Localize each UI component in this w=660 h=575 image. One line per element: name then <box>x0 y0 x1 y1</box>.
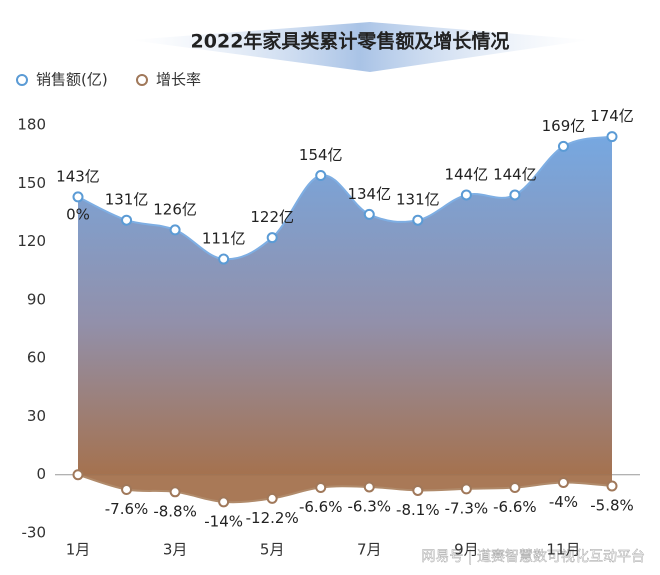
legend-label: 销售额(亿) <box>36 71 108 89</box>
value-label: 111亿 <box>202 230 246 248</box>
point <box>363 208 375 220</box>
value-label: -6.6% <box>493 498 537 516</box>
value-label: 143亿 <box>56 167 100 185</box>
point <box>121 483 133 495</box>
area <box>78 136 612 475</box>
value-label: 122亿 <box>250 208 294 226</box>
y-tick-label: 60 <box>27 349 46 367</box>
point <box>606 480 618 492</box>
y-tick-label: -30 <box>22 524 47 542</box>
y-tick-label: 120 <box>17 232 46 250</box>
x-tick-label: 9月 <box>454 541 479 559</box>
value-label: -7.6% <box>105 500 149 518</box>
x-tick-label: 11月 <box>546 541 580 559</box>
x-tick-label: 3月 <box>163 541 188 559</box>
value-label: 131亿 <box>396 191 440 209</box>
value-label: -6.6% <box>299 498 343 516</box>
point <box>72 469 84 481</box>
value-label: -6.3% <box>348 497 392 515</box>
point <box>606 131 618 143</box>
point <box>169 486 181 498</box>
point <box>315 170 327 182</box>
point <box>72 191 84 203</box>
chart-title: 2022年家具类累计零售额及增长情况 <box>191 30 510 53</box>
value-label: -8.8% <box>153 502 197 520</box>
y-tick-label: 0 <box>36 465 46 483</box>
value-label: 174亿 <box>590 107 634 125</box>
x-tick-label: 7月 <box>357 541 382 559</box>
value-label: -12.2% <box>246 509 299 527</box>
legend-marker <box>136 74 148 86</box>
point <box>218 496 230 508</box>
watermark: 网易号 | 道赛智慧数可视化互动平台 <box>421 549 645 565</box>
point <box>557 476 569 488</box>
y-tick-label: 30 <box>27 407 46 425</box>
value-label: 134亿 <box>347 185 391 203</box>
point <box>509 189 521 201</box>
value-label: -5.8% <box>590 496 634 514</box>
x-tick-label: 1月 <box>66 541 91 559</box>
point <box>169 224 181 236</box>
value-label: 144亿 <box>445 165 489 183</box>
legend: 销售额(亿) 增长率 <box>16 71 201 89</box>
point <box>557 140 569 152</box>
area <box>78 474 612 503</box>
value-label: 0% <box>66 206 90 224</box>
point <box>121 214 133 226</box>
point <box>266 232 278 244</box>
point <box>460 189 472 201</box>
legend-label: 增长率 <box>156 71 201 89</box>
value-label: -7.3% <box>445 499 489 517</box>
point <box>266 492 278 504</box>
value-label: 154亿 <box>299 146 343 164</box>
point <box>460 483 472 495</box>
point <box>412 484 424 496</box>
point <box>218 253 230 265</box>
value-label: -8.1% <box>396 501 440 519</box>
point <box>315 482 327 494</box>
legend-marker <box>16 74 28 86</box>
value-label: 131亿 <box>105 191 149 209</box>
value-label: -4% <box>549 493 578 511</box>
point <box>509 482 521 494</box>
y-tick-label: 180 <box>17 116 46 134</box>
value-label: 169亿 <box>542 117 586 135</box>
value-label: 126亿 <box>153 200 197 218</box>
value-label: -14% <box>204 512 243 530</box>
value-label: 144亿 <box>493 165 537 183</box>
point <box>363 481 375 493</box>
y-tick-label: 90 <box>27 290 46 308</box>
x-tick-label: 5月 <box>260 541 285 559</box>
point <box>412 214 424 226</box>
title-banner <box>130 22 590 72</box>
y-tick-label: 150 <box>17 174 46 192</box>
